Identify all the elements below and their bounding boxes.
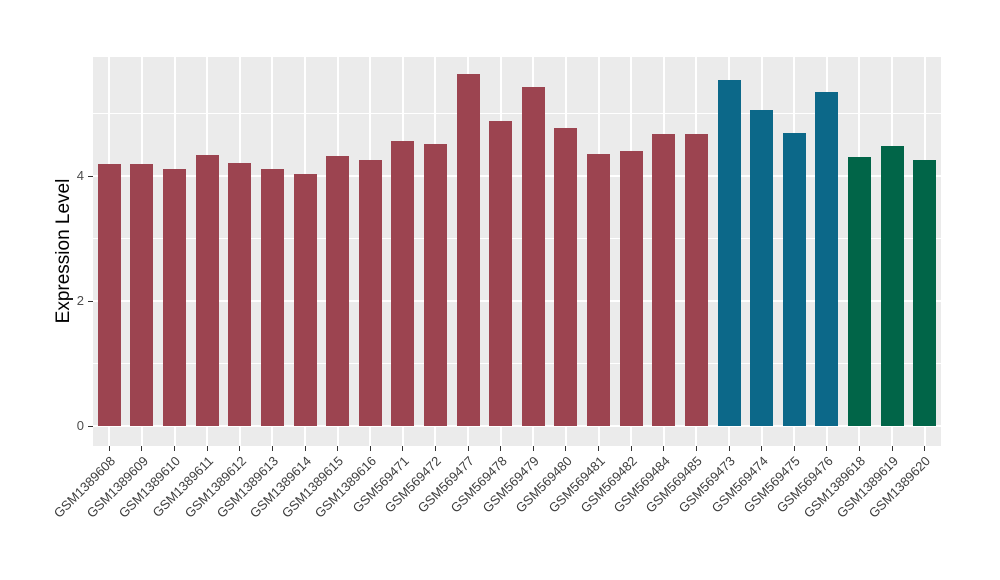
gridline-major-h xyxy=(93,425,941,427)
x-tick-mark xyxy=(858,446,860,451)
bar-GSM1389620 xyxy=(913,159,937,426)
gridline-minor-h xyxy=(93,238,941,239)
bar-GSM569479 xyxy=(521,86,545,426)
x-tick-mark xyxy=(761,446,763,451)
y-tick-mark xyxy=(88,425,93,427)
x-tick-mark xyxy=(532,446,534,451)
x-tick-mark xyxy=(434,446,436,451)
x-tick-mark xyxy=(369,446,371,451)
y-tick-mark xyxy=(88,175,93,177)
y-tick-label: 4 xyxy=(76,168,84,183)
bar-GSM1389608 xyxy=(97,164,121,426)
gridline-major-h xyxy=(93,300,941,302)
bar-GSM1389612 xyxy=(228,162,252,426)
x-tick-mark xyxy=(271,446,273,451)
bar-GSM1389613 xyxy=(260,168,284,426)
x-tick-mark xyxy=(663,446,665,451)
x-tick-mark xyxy=(174,446,176,451)
bar-GSM1389619 xyxy=(880,146,904,426)
x-tick-mark xyxy=(239,446,241,451)
x-tick-mark xyxy=(598,446,600,451)
x-tick-mark xyxy=(891,446,893,451)
bar-GSM569482 xyxy=(619,151,643,426)
x-tick-mark xyxy=(695,446,697,451)
bar-GSM569484 xyxy=(652,134,676,426)
bar-GSM569473 xyxy=(717,80,741,426)
bar-GSM1389609 xyxy=(130,164,154,426)
x-tick-mark xyxy=(304,446,306,451)
x-tick-mark xyxy=(402,446,404,451)
gridline-minor-h xyxy=(93,363,941,364)
bar-GSM1389610 xyxy=(163,169,187,426)
y-tick-mark xyxy=(88,300,93,302)
x-tick-mark xyxy=(793,446,795,451)
y-tick-label: 0 xyxy=(76,418,84,433)
bar-GSM569476 xyxy=(815,92,839,426)
x-tick-mark xyxy=(728,446,730,451)
bar-GSM1389616 xyxy=(358,159,382,426)
x-tick-mark xyxy=(108,446,110,451)
bar-GSM1389611 xyxy=(195,155,219,426)
bar-GSM569471 xyxy=(391,141,415,426)
bar-GSM569481 xyxy=(587,153,611,426)
bar-GSM569475 xyxy=(782,132,806,426)
x-tick-mark xyxy=(500,446,502,451)
bar-GSM569480 xyxy=(554,127,578,426)
x-tick-mark xyxy=(337,446,339,451)
plot-panel xyxy=(93,57,941,446)
gridline-minor-h xyxy=(93,113,941,114)
x-tick-mark xyxy=(467,446,469,451)
y-tick-label: 2 xyxy=(76,293,84,308)
gridline-major-h xyxy=(93,175,941,177)
bar-GSM569474 xyxy=(750,110,774,426)
bar-GSM569485 xyxy=(684,134,708,426)
bar-GSM1389615 xyxy=(326,156,350,426)
bar-GSM1389614 xyxy=(293,173,317,426)
bar-GSM569478 xyxy=(489,121,513,426)
bar-GSM569477 xyxy=(456,73,480,426)
x-tick-mark xyxy=(630,446,632,451)
bar-GSM569472 xyxy=(423,144,447,426)
x-tick-mark xyxy=(206,446,208,451)
x-tick-mark xyxy=(565,446,567,451)
x-tick-mark xyxy=(826,446,828,451)
x-tick-mark xyxy=(141,446,143,451)
bar-GSM1389618 xyxy=(847,157,871,426)
x-tick-mark xyxy=(924,446,926,451)
